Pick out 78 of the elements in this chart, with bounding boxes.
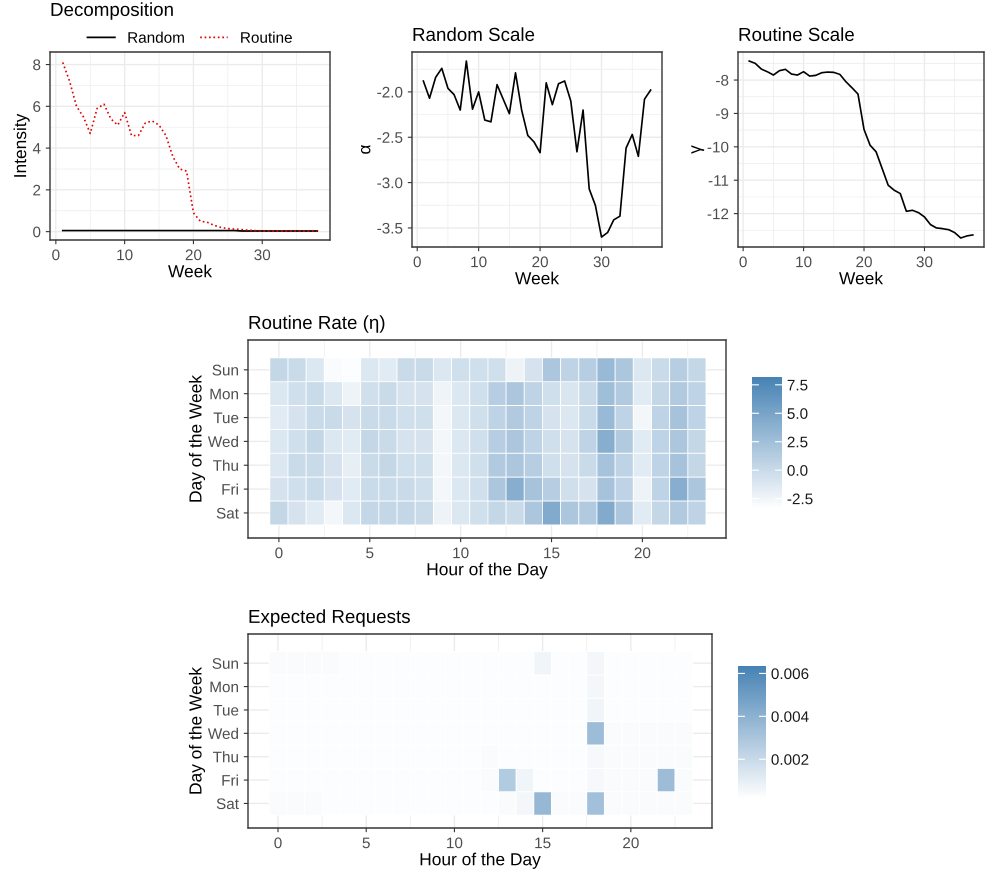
- chart-title: Routine Rate (η): [250, 315, 384, 333]
- y-tick-label: -11: [708, 175, 728, 186]
- color-bar-label: -2.5: [788, 493, 813, 504]
- y-tick-label: 2: [33, 184, 40, 196]
- x-tick-label: 10: [796, 256, 812, 268]
- y-tick-label: Sun: [212, 658, 238, 669]
- x-tick-label: 30: [594, 256, 610, 268]
- x-tick-label: 15: [535, 838, 550, 848]
- x-tick-label: 15: [544, 548, 560, 558]
- x-tick-label: 0: [414, 256, 421, 268]
- color-bar-label: 0.002: [771, 754, 808, 765]
- y-tick-label: Sat: [216, 798, 239, 810]
- y-tick-label: Wed: [208, 436, 238, 448]
- y-axis-title: α: [360, 144, 370, 154]
- y-tick-label: Fri: [222, 484, 238, 495]
- x-tick-label: 10: [471, 256, 487, 268]
- x-tick-label: 10: [117, 249, 133, 260]
- x-tick-label: 20: [856, 256, 872, 268]
- x-tick-label: 0: [739, 256, 747, 268]
- y-tick-label: Sat: [216, 508, 239, 519]
- x-axis-title: Week: [168, 264, 212, 278]
- x-axis-title: Hour of the Day: [420, 852, 541, 869]
- x-tick-label: 30: [254, 249, 270, 260]
- x-axis-title: Week: [839, 272, 884, 284]
- y-tick-label: Tue: [214, 704, 238, 716]
- y-axis-title: Day of the Week: [188, 666, 206, 794]
- x-tick-label: 0: [52, 249, 60, 260]
- y-tick-label: 4: [32, 143, 41, 154]
- y-axis-title: Intensity: [14, 114, 30, 177]
- x-tick-label: 20: [623, 837, 639, 848]
- y-tick-label: -9: [716, 108, 728, 120]
- y-tick-label: -8: [716, 74, 728, 86]
- y-tick-label: Sun: [212, 364, 238, 376]
- y-tick-label: Thu: [212, 460, 238, 471]
- y-tick-label: Mon: [210, 682, 238, 692]
- color-bar-label: 2.5: [788, 436, 808, 448]
- x-tick-label: 20: [186, 249, 202, 260]
- y-axis-title: γ: [691, 145, 704, 154]
- chart-title: Decomposition: [52, 2, 173, 20]
- x-tick-label: 30: [916, 256, 932, 268]
- chart-title: Expected Requests: [250, 609, 410, 627]
- color-bar-label: 7.5: [788, 380, 808, 391]
- y-tick-label: 8: [33, 59, 40, 70]
- y-tick-label: Wed: [208, 728, 238, 740]
- x-tick-label: 10: [453, 547, 469, 558]
- line-series: [422, 60, 652, 238]
- legend-label: Routine: [241, 32, 292, 43]
- y-tick-label: Tue: [214, 412, 238, 424]
- y-tick-label: -10: [708, 142, 728, 153]
- y-tick-label: Fri: [222, 774, 238, 786]
- x-tick-label: 10: [447, 837, 462, 848]
- x-tick-label: 5: [366, 548, 374, 558]
- x-tick-label: 20: [634, 547, 650, 558]
- y-axis-title: Day of the Week: [188, 374, 206, 502]
- color-bar-label: 5.0: [787, 408, 808, 419]
- y-tick-label: -12: [708, 208, 728, 220]
- y-tick-label: Thu: [212, 751, 238, 762]
- y-tick-label: -2.5: [377, 132, 402, 143]
- y-tick-label: 0: [33, 226, 40, 238]
- x-tick-label: 20: [532, 256, 548, 268]
- chart-title: Random Scale: [414, 27, 534, 42]
- y-tick-label: -2.0: [377, 86, 402, 98]
- x-axis-title: Hour of the Day: [428, 562, 548, 579]
- y-tick-label: Mon: [210, 388, 238, 400]
- x-axis-title: Week: [515, 272, 560, 284]
- y-tick-label: 6: [33, 101, 40, 112]
- line-series: [748, 60, 974, 239]
- x-tick-label: 0: [274, 837, 282, 848]
- line-series: [62, 62, 318, 232]
- x-tick-label: 0: [275, 547, 283, 558]
- x-tick-label: 5: [362, 838, 370, 848]
- color-bar-label: 0.006: [771, 668, 808, 680]
- legend-label: Random: [128, 32, 184, 43]
- y-tick-label: -3.5: [377, 222, 402, 234]
- color-bar-label: 0.0: [787, 465, 808, 476]
- chart-title: Routine Scale: [740, 27, 854, 42]
- y-tick-label: -3.0: [377, 177, 402, 188]
- color-bar-label: 0.004: [771, 711, 809, 722]
